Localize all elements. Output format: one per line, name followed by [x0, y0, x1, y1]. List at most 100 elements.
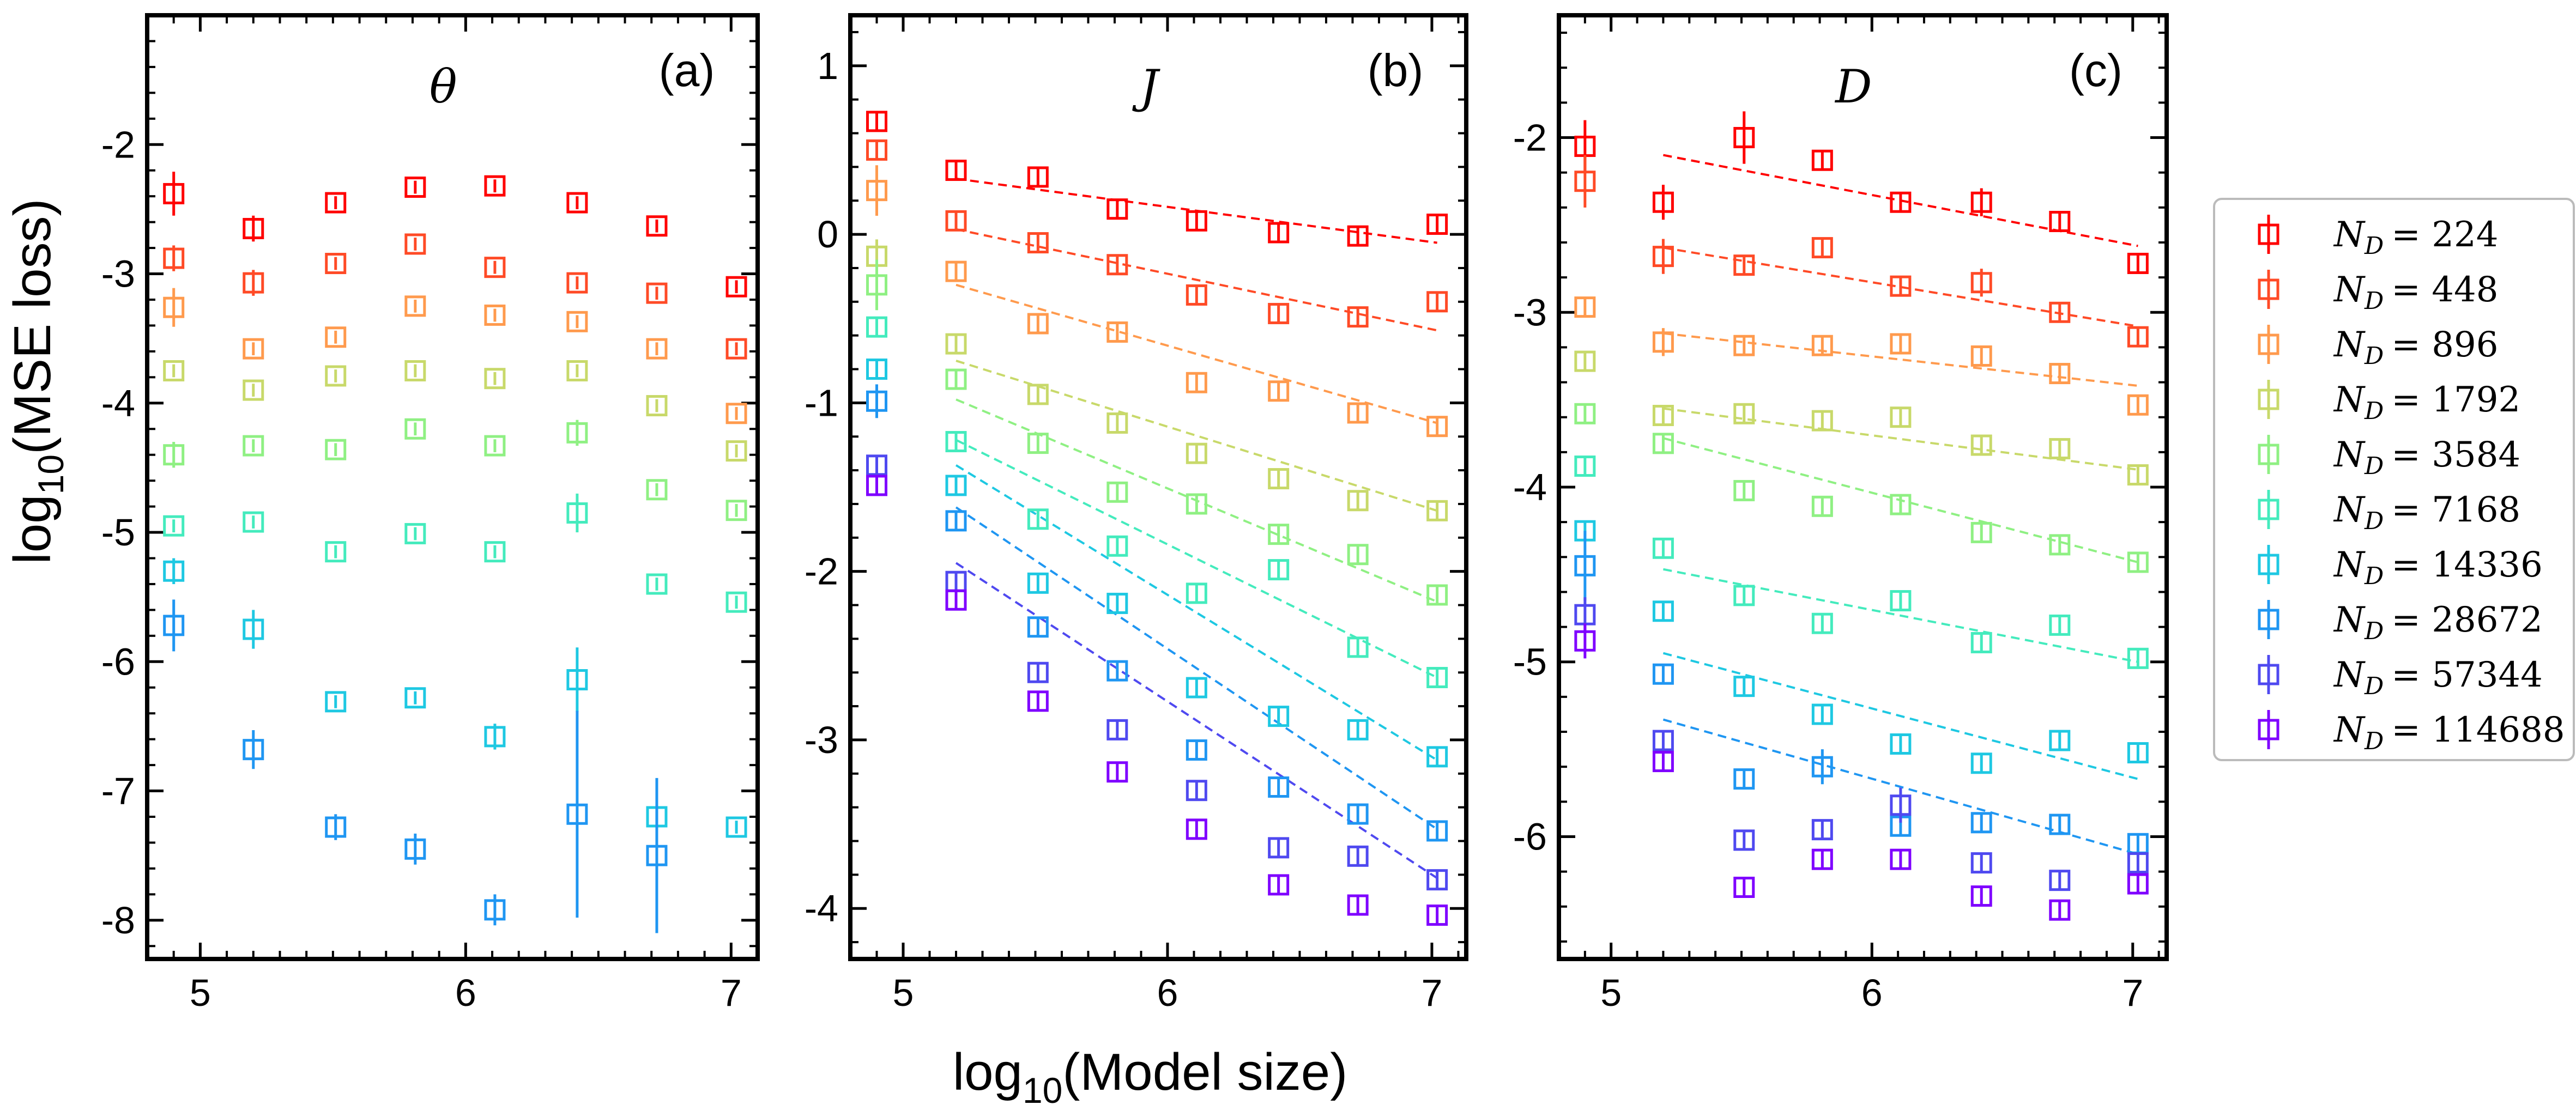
data-point	[2049, 534, 2071, 556]
series-8	[866, 384, 1448, 842]
data-point	[1347, 544, 1369, 566]
data-point	[1733, 127, 1755, 149]
data-point	[1186, 739, 1207, 761]
data-point	[1811, 819, 1833, 841]
fit-line	[1663, 568, 2138, 663]
fit-line	[955, 562, 1438, 879]
data-point	[1970, 191, 1992, 213]
data-point	[1652, 537, 1674, 559]
panel-2: 5 6 7 -4 -3 -2 -1 0 1 J (b)	[805, 13, 1468, 1014]
data-point	[1652, 433, 1674, 454]
y-tick-label: 1	[817, 45, 838, 87]
data-point	[484, 435, 506, 457]
legend-var: N	[2333, 270, 2366, 310]
series-10	[1574, 623, 2149, 921]
data-point	[243, 338, 264, 360]
series-9	[1574, 597, 2149, 891]
data-point	[945, 210, 967, 232]
series-1	[163, 172, 747, 298]
data-point	[1027, 616, 1049, 638]
data-point	[2127, 852, 2149, 874]
legend-sub: D	[2364, 452, 2384, 480]
data-point	[325, 192, 347, 214]
panel-frame	[848, 13, 1468, 961]
legend-sub: D	[2364, 727, 2384, 755]
legend-marker	[2258, 719, 2279, 740]
legend-value: = 896	[2391, 325, 2498, 365]
data-point	[2127, 252, 2149, 274]
data-point	[866, 454, 887, 476]
data-point	[1027, 433, 1049, 454]
data-point	[1426, 291, 1448, 313]
y-tick-label: -2	[1513, 117, 1547, 159]
data-point	[1890, 794, 1912, 816]
data-point	[1186, 780, 1207, 802]
x-axis-label-sub: 10	[1023, 1070, 1062, 1110]
legend-label: ND = 448	[2333, 270, 2498, 315]
data-point	[1574, 350, 1596, 372]
data-point	[1268, 706, 1290, 727]
legend-marker	[2258, 333, 2279, 355]
legend-label: ND = 224	[2333, 215, 2498, 260]
data-point	[1106, 761, 1128, 783]
data-point	[646, 845, 668, 866]
legend-var: N	[2333, 490, 2366, 530]
data-point	[945, 430, 967, 452]
data-point	[2127, 551, 2149, 573]
data-point	[2127, 464, 2149, 486]
data-point	[1186, 677, 1207, 699]
data-point	[1574, 456, 1596, 477]
data-point	[163, 247, 185, 269]
y-tick-label: -2	[101, 123, 135, 166]
legend-label: ND = 57344	[2333, 655, 2543, 700]
data-point	[1970, 752, 1992, 774]
data-point	[1811, 756, 1833, 778]
legend-var: N	[2333, 325, 2366, 365]
y-tick-label: -1	[805, 381, 838, 424]
legend-frame	[2213, 198, 2575, 761]
data-point	[1733, 479, 1755, 501]
panel-frame	[145, 13, 760, 961]
data-point	[1733, 585, 1755, 606]
series-1	[866, 111, 1448, 247]
legend-entry-6: ND = 7168	[2258, 490, 2520, 535]
data-point	[325, 691, 347, 713]
legend-var: N	[2333, 380, 2366, 420]
series-3	[163, 288, 747, 424]
data-point	[1347, 490, 1369, 512]
data-point	[243, 739, 264, 761]
fit-line	[956, 439, 1438, 679]
legend-label: ND = 14336	[2333, 545, 2543, 590]
data-point	[1890, 406, 1912, 428]
y-tick-label: -5	[101, 511, 135, 554]
legend-label: ND = 28672	[2333, 600, 2543, 645]
data-point	[163, 515, 185, 537]
data-point	[1733, 335, 1755, 356]
data-point	[1268, 468, 1290, 490]
data-point	[1890, 733, 1912, 755]
x-axis-label-prefix: log	[953, 1043, 1023, 1101]
legend-marker	[2258, 664, 2279, 685]
legend-value: = 28672	[2391, 600, 2543, 640]
x-tick-label: 6	[455, 972, 476, 1014]
data-point	[1970, 521, 1992, 543]
legend-var: N	[2333, 545, 2366, 585]
data-point	[1106, 254, 1128, 276]
y-tick-label: -6	[1513, 815, 1547, 858]
data-point	[1652, 663, 1674, 685]
data-point	[1027, 661, 1049, 683]
legend-var: N	[2333, 710, 2366, 750]
fit-line	[955, 464, 1438, 761]
data-point	[1027, 690, 1049, 712]
data-point	[566, 272, 588, 294]
data-point	[1268, 380, 1290, 402]
legend-sub: D	[2364, 287, 2384, 315]
data-point	[866, 316, 887, 338]
x-axis-label: log10(Model size)	[953, 1043, 1347, 1110]
data-point	[866, 139, 887, 161]
data-point	[1027, 166, 1049, 188]
data-point	[404, 687, 426, 709]
series-9	[866, 454, 1448, 891]
legend-value: = 14336	[2391, 545, 2543, 585]
